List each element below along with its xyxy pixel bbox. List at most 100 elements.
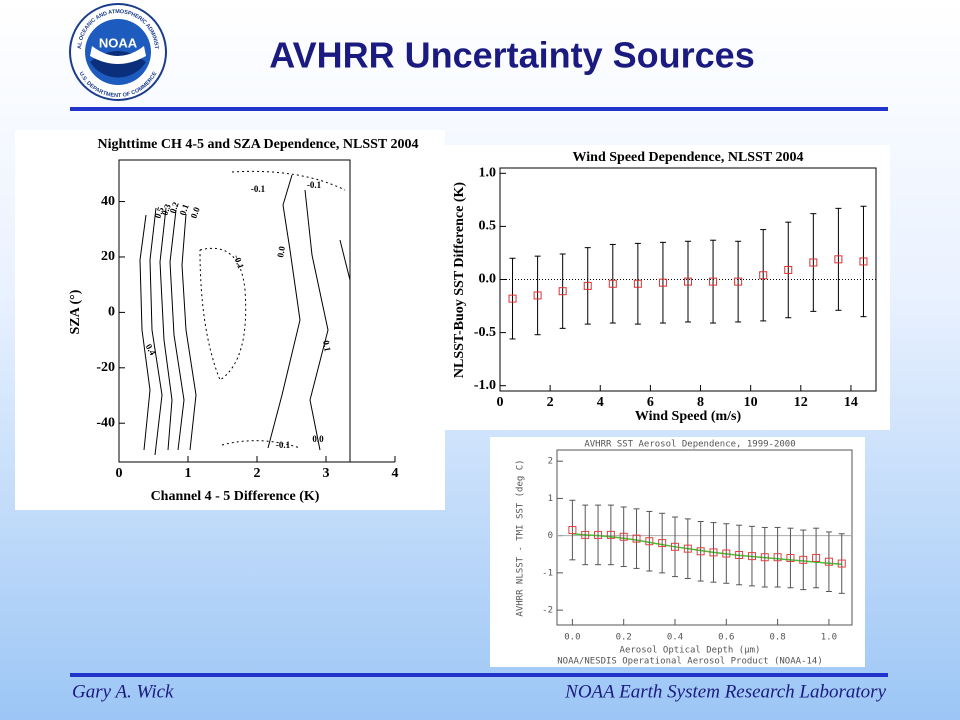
y-tick-label: -1 [542, 568, 553, 578]
x-tick-label: 14 [844, 395, 858, 410]
marker [837, 559, 846, 568]
y-tick-label: 2 [548, 457, 553, 467]
x-tick-label: 12 [794, 395, 808, 410]
x-tick-label: 1.0 [821, 633, 837, 643]
marker [735, 551, 744, 559]
x-tick-label: 2 [254, 466, 261, 481]
x-tick-label: 3 [323, 466, 330, 481]
y-tick-label: -0.5 [474, 325, 496, 340]
marker [684, 277, 692, 286]
y-tick-label: 1.0 [479, 166, 497, 181]
contour-panel [15, 130, 445, 510]
contour-label: -0.1 [276, 440, 291, 450]
chart: 0.0 0.2 0.4 0.6 0.8 1.0 -2 -1 0 1 2 AVHRR SST Aeros… [516, 440, 853, 667]
contour-label: 0.3 [159, 202, 172, 216]
chart-title: Wind Speed Dependence, NLSST 2004 [573, 150, 804, 165]
y-axis-label: AVHRR NLSST - TMI SST (deg C) [516, 459, 526, 616]
y-tick-label: -40 [96, 415, 115, 430]
x-tick-label: 0.6 [718, 633, 734, 643]
marker [594, 530, 603, 539]
marker [558, 287, 567, 296]
x-tick-label: 8 [697, 395, 704, 410]
x-tick-label: 0.8 [769, 633, 785, 643]
contour-label: 0.1 [177, 202, 190, 216]
x-tick-label: 4 [597, 395, 604, 410]
marker [568, 526, 577, 535]
footer-rule [70, 673, 888, 677]
x-tick-label: 0.4 [667, 633, 683, 643]
logo-text: NOAA [99, 35, 138, 50]
plot-frame [556, 449, 853, 626]
chart: 0 2 4 6 8 10 12 14 -1.0 -0.5 0.0 0.5 1.0 Wind Speed D… [452, 150, 877, 424]
y-tick-label: -1.0 [474, 378, 496, 393]
x-axis-label: Wind Speed (m/s) [635, 409, 742, 424]
x-tick-label: 10 [744, 395, 758, 410]
chart-title: Nighttime CH 4-5 and SZA Dependence, NLS… [97, 137, 418, 152]
x-tick-label: 2 [547, 395, 554, 410]
contour-line [181, 213, 197, 451]
y-tick-label: 1 [548, 494, 553, 504]
contour-label: -0.1 [307, 180, 322, 190]
contour-label: -0.1 [251, 184, 266, 194]
y-tick-label: 0.0 [479, 272, 497, 287]
contour-label: 0.5 [152, 205, 165, 219]
fit-line [572, 533, 842, 566]
x-axis-label: Channel 4 - 5 Difference (K) [151, 489, 320, 504]
marker [606, 530, 615, 539]
y-tick-label: 0 [108, 305, 115, 320]
contour-line [149, 207, 163, 456]
marker [773, 553, 782, 562]
x-tick-label: 4 [392, 466, 399, 481]
marker [759, 271, 768, 280]
contour-label: 0.0 [275, 245, 287, 258]
slide-title: AVHRR Uncertainty Sources [269, 35, 754, 76]
x-tick-label: 1 [185, 466, 192, 481]
marker [784, 265, 793, 274]
chart-title: AVHRR SST Aerosol Dependence, 1999-2000 [584, 440, 795, 450]
marker [608, 279, 617, 288]
marker [581, 530, 590, 539]
contour-line [267, 174, 301, 449]
marker [812, 553, 821, 562]
wind-panel [440, 145, 890, 430]
marker [683, 544, 692, 553]
contour-line [339, 239, 351, 281]
marker [824, 557, 833, 566]
contour-line [139, 214, 151, 451]
marker [645, 537, 654, 546]
footnote: NOAA/NESDIS Operational Aerosol Product … [557, 657, 823, 667]
marker [747, 552, 756, 561]
marker [632, 534, 641, 543]
header-rule [70, 107, 888, 111]
marker [859, 257, 868, 266]
contour-label: 0.2 [167, 200, 180, 214]
marker [834, 255, 843, 264]
contour-label: -0.1 [232, 253, 246, 270]
x-tick-label: 0 [116, 466, 123, 481]
marker [583, 281, 592, 290]
contour-label: 0.0 [188, 205, 201, 219]
marker [786, 553, 795, 562]
contour-label: 0.1 [321, 339, 333, 352]
marker [799, 555, 808, 564]
chart: 0 1 2 3 4 -40 -20 0 20 40 Nighttime CH 4-5 and SZA… [68, 137, 418, 504]
marker [696, 547, 705, 556]
marker [508, 294, 517, 303]
marker [633, 279, 642, 288]
marker [760, 553, 769, 562]
contour-line-dotted [199, 170, 346, 449]
marker [709, 277, 718, 286]
marker [709, 548, 718, 557]
x-tick-label: 6 [647, 395, 654, 410]
marker [658, 278, 667, 287]
contour-line [159, 207, 173, 451]
y-tick-label: 20 [101, 249, 115, 264]
marker [671, 542, 679, 551]
footer-author: Gary A. Wick [72, 681, 174, 702]
marker [734, 277, 743, 286]
marker [658, 539, 667, 548]
marker [619, 532, 628, 541]
contour-label: 0.0 [312, 434, 324, 444]
x-tick-label: 0.2 [616, 633, 632, 643]
